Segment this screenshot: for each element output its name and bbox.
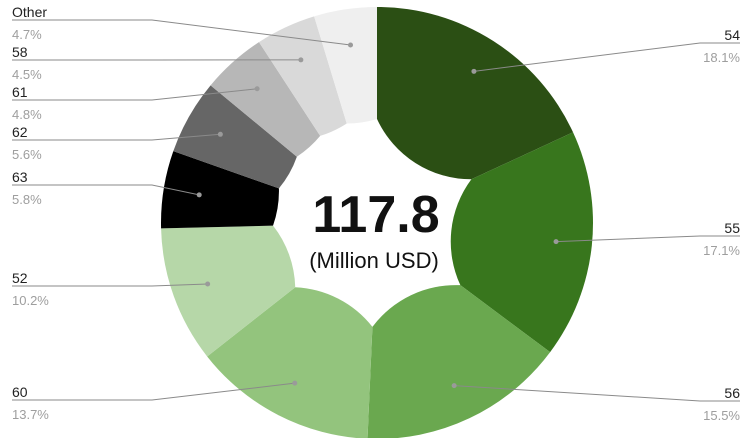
leader-dot-63 (196, 192, 202, 198)
leader-line-52 (12, 283, 208, 287)
slice-percent-63: 5.8% (12, 192, 42, 207)
leader-dot-56 (451, 383, 457, 389)
slice-percent-56: 15.5% (703, 408, 740, 423)
slice-62 (173, 85, 297, 189)
leader-lines-group (12, 19, 740, 402)
leader-dot-62 (217, 131, 223, 137)
slice-label-60: 60 (12, 384, 28, 400)
slice-52 (161, 225, 296, 357)
labels-group: 54 18.1% 55 17.1% 56 15.5% 60 13.7% 52 10.2% 63 5.8… (12, 4, 740, 423)
slice-label-other: Other (12, 4, 47, 20)
leader-dot-58 (298, 57, 304, 63)
leader-line-61 (12, 88, 258, 101)
slice-percent-54: 18.1% (703, 50, 740, 65)
leader-dot-60 (292, 380, 298, 386)
slice-percent-62: 5.6% (12, 147, 42, 162)
slice-percent-52: 10.2% (12, 293, 49, 308)
slice-label-58: 58 (12, 44, 28, 60)
slice-56 (367, 285, 551, 438)
slice-label-61: 61 (12, 84, 28, 100)
leader-line-60 (12, 382, 295, 401)
leader-dot-other (348, 42, 354, 48)
leader-dot-52 (205, 281, 211, 287)
leader-line-63 (12, 184, 200, 196)
slice-percent-61: 4.8% (12, 107, 42, 122)
slice-60 (207, 287, 373, 438)
slices-group (161, 7, 594, 438)
slice-55 (450, 132, 594, 353)
slice-other (314, 7, 377, 124)
slice-percent-60: 13.7% (12, 407, 49, 422)
slice-label-52: 52 (12, 270, 28, 286)
center-unit: (Million USD) (309, 248, 439, 273)
slice-label-63: 63 (12, 169, 28, 185)
center-value: 117.8 (312, 186, 439, 244)
slice-percent-58: 4.5% (12, 67, 42, 82)
slice-label-55: 55 (724, 220, 740, 236)
slice-61 (210, 42, 321, 157)
leader-line-56 (454, 385, 740, 402)
leader-dot-55 (553, 239, 559, 245)
slice-label-56: 56 (724, 385, 740, 401)
slice-percent-55: 17.1% (703, 243, 740, 258)
slice-58 (258, 16, 347, 136)
leader-line-55 (556, 235, 740, 243)
slice-label-54: 54 (724, 27, 740, 43)
leader-line-other (12, 19, 351, 46)
leader-line-54 (473, 42, 740, 72)
leader-line-62 (12, 133, 221, 141)
slice-63 (161, 151, 279, 229)
leader-dot-54 (471, 68, 477, 74)
slice-percent-other: 4.7% (12, 27, 42, 42)
leader-dot-61 (254, 86, 260, 92)
slice-label-62: 62 (12, 124, 28, 140)
slice-54 (377, 7, 574, 180)
